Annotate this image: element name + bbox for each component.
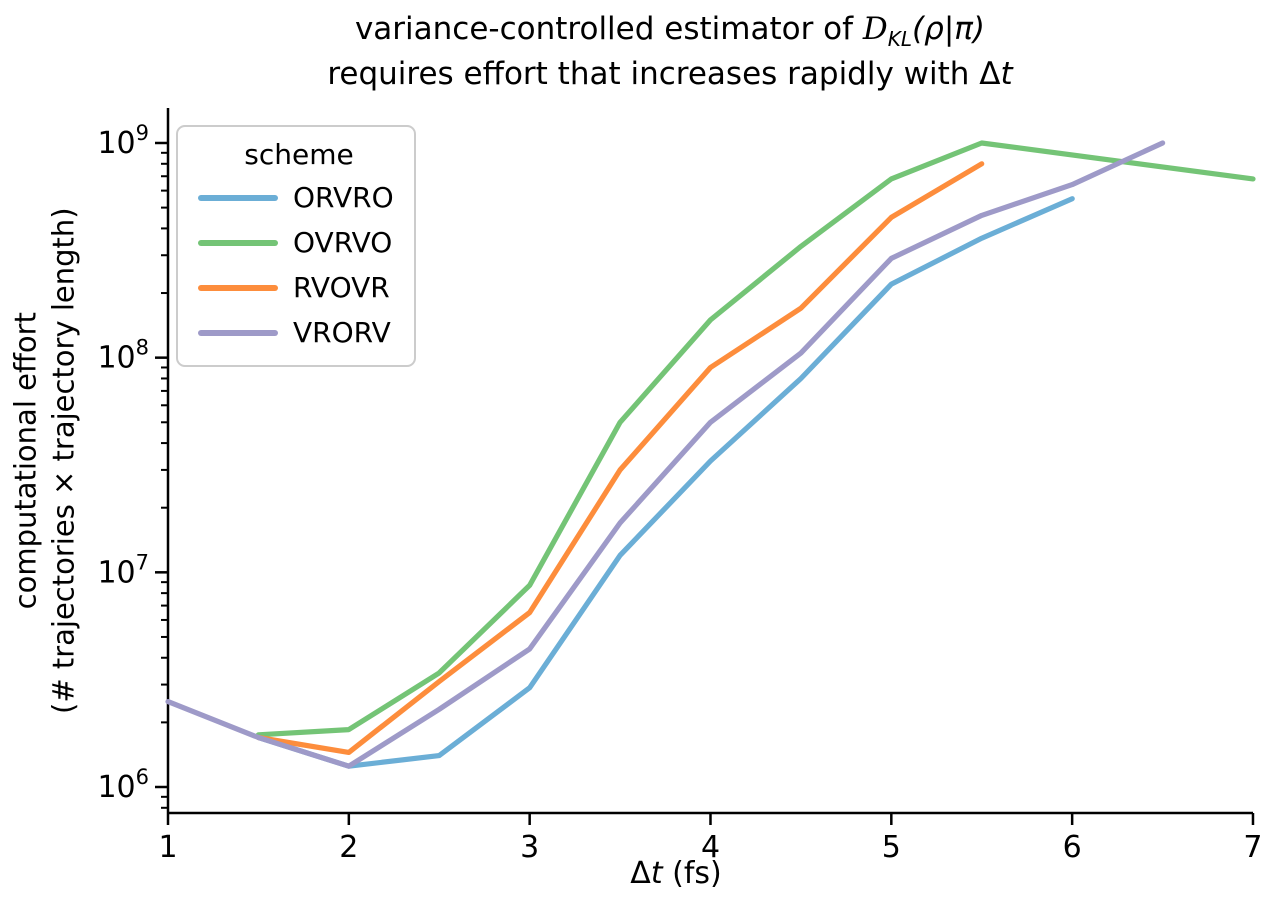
xlabel-t-italic: t: [650, 856, 663, 891]
y-axis-tick-exponent: 7: [136, 550, 149, 574]
legend: scheme ORVRO OVRVO RVOVR VRORV: [176, 125, 416, 367]
title-math-sub: KL: [887, 27, 913, 52]
title-t-italic: t: [1000, 56, 1013, 93]
legend-swatch-RVOVR: [198, 284, 278, 291]
x-axis-tick-label: 7: [1243, 830, 1262, 865]
legend-swatch-OVRVO: [198, 239, 278, 246]
title-math-args: (ρ|π): [912, 11, 986, 47]
legend-swatch-VRORV: [198, 329, 278, 336]
legend-title: scheme: [244, 138, 354, 171]
y-axis-tick-label: 109: [97, 121, 149, 161]
series-line-OVRVO: [255, 140, 1256, 738]
legend-entry-VRORV: VRORV: [198, 310, 400, 355]
y-axis-tick-exponent: 9: [136, 121, 149, 145]
x-axis-tick-label: 2: [339, 830, 358, 865]
xlabel-delta: Δ: [630, 856, 651, 891]
series-line-ORVRO: [255, 196, 1075, 769]
y-axis-label: computational effort (# trajectories × t…: [7, 141, 82, 781]
y-axis-label-line1: computational effort: [8, 312, 43, 610]
legend-label-OVRVO: OVRVO: [293, 226, 393, 259]
x-axis-tick-label: 5: [882, 830, 901, 865]
y-axis-tick-exponent: 6: [136, 765, 149, 789]
x-axis-tick-label: 4: [701, 830, 720, 865]
legend-entry-ORVRO: ORVRO: [198, 175, 400, 220]
title-math-dkl: D: [862, 11, 888, 47]
series-line-RVOVR: [255, 161, 985, 756]
legend-entry-RVOVR: RVOVR: [198, 265, 400, 310]
xlabel-units: (fs): [662, 856, 722, 891]
legend-swatch-ORVRO: [198, 194, 278, 201]
y-axis-label-line2: (# trajectories × trajectory length): [46, 207, 80, 714]
y-axis-tick-label: 107: [97, 550, 149, 590]
title-delta: Δ: [979, 56, 1001, 93]
title-text-2: requires effort that increases rapidly w…: [327, 56, 980, 93]
legend-label-ORVRO: ORVRO: [293, 181, 394, 214]
legend-entries: ORVRO OVRVO RVOVR VRORV: [198, 175, 400, 355]
legend-entry-OVRVO: OVRVO: [198, 220, 400, 265]
series-line-VRORV: [165, 140, 1166, 769]
y-axis-tick-label: 108: [97, 336, 149, 376]
legend-label-VRORV: VRORV: [293, 316, 391, 349]
legend-label-RVOVR: RVOVR: [293, 271, 390, 304]
y-axis-tick-exponent: 8: [136, 336, 149, 360]
title-text-1: variance-controlled estimator of: [354, 11, 863, 47]
chart-title: variance-controlled estimator of DKL(ρ|π…: [170, 8, 1170, 97]
chart-title-line2: requires effort that increases rapidly w…: [170, 53, 1170, 96]
x-axis-tick-label: 1: [158, 830, 177, 865]
x-axis-tick-label: 3: [520, 830, 539, 865]
x-axis-tick-label: 6: [1063, 830, 1082, 865]
chart-title-line1: variance-controlled estimator of DKL(ρ|π…: [170, 8, 1170, 53]
y-axis-tick-label: 106: [97, 765, 149, 805]
x-axis-label: Δt (fs): [176, 856, 1176, 891]
